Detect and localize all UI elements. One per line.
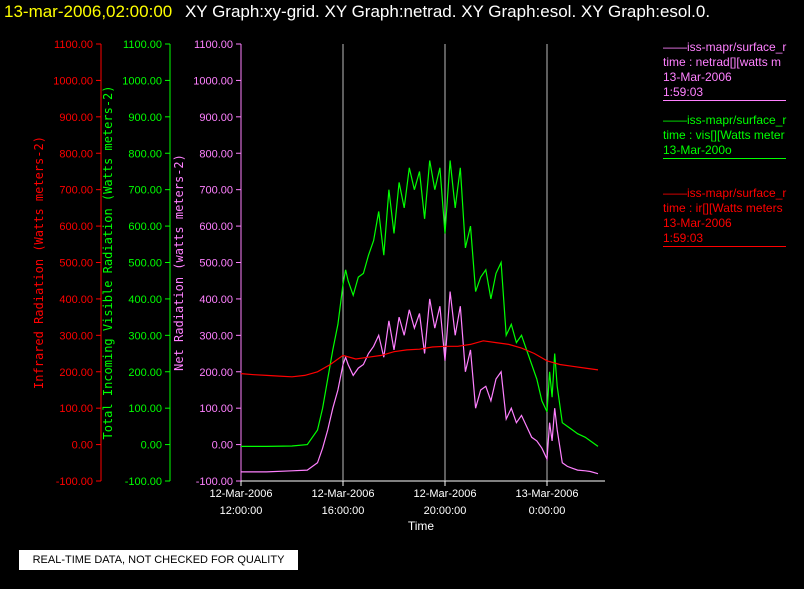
y-tick-label: 700.00 bbox=[199, 185, 233, 197]
y-tick-label: 700.00 bbox=[59, 185, 93, 197]
y-tick-label: 0.00 bbox=[141, 440, 162, 452]
y-tick-label: 1000.00 bbox=[122, 75, 162, 87]
legend-netrad: ——iss-mapr/surface_r time : netrad[][wat… bbox=[663, 40, 787, 101]
y-tick-label: 1100.00 bbox=[123, 39, 162, 51]
y-tick-label: 500.00 bbox=[59, 258, 93, 270]
y-tick-label: 800.00 bbox=[59, 148, 93, 160]
legend-date: 13-Mar-2006 bbox=[663, 216, 732, 230]
y-tick-label: 0.00 bbox=[212, 440, 233, 452]
x-tick-label: 12-Mar-2006 bbox=[210, 488, 273, 500]
y-tick-label: 100.00 bbox=[128, 403, 162, 415]
legend-ir: ——iss-mapr/surface_r time : ir[][Watts m… bbox=[663, 186, 787, 247]
legend-source: ——iss-mapr/surface_r bbox=[663, 40, 787, 54]
x-tick-label: 12-Mar-2006 bbox=[312, 488, 375, 500]
y-tick-label: 400.00 bbox=[128, 294, 162, 306]
y-tick-label: -100.00 bbox=[56, 476, 93, 488]
x-tick-label: 0:00:00 bbox=[529, 505, 566, 517]
y-tick-label: 100.00 bbox=[59, 403, 93, 415]
y-tick-label: 300.00 bbox=[128, 330, 162, 342]
y-tick-label: 900.00 bbox=[59, 112, 93, 124]
x-tick-label: 16:00:00 bbox=[322, 505, 365, 517]
y-tick-label: -100.00 bbox=[125, 476, 162, 488]
title-graph-list: XY Graph:xy-grid. XY Graph:netrad. XY Gr… bbox=[184, 2, 711, 21]
legend-vis: ——iss-mapr/surface_r time : vis[][Watts … bbox=[663, 113, 787, 159]
y-axis-title-1: Total Incoming Visible Radiation (Watts … bbox=[101, 85, 115, 439]
y-tick-label: 600.00 bbox=[199, 221, 233, 233]
x-tick-label: 13-Mar-2006 bbox=[516, 488, 579, 500]
x-tick-label: 20:00:00 bbox=[424, 505, 467, 517]
y-tick-label: 1100.00 bbox=[54, 39, 93, 51]
legend-time: 1:59:03 bbox=[663, 231, 704, 245]
y-tick-label: -100.00 bbox=[196, 476, 233, 488]
x-tick-label: 12:00:00 bbox=[220, 505, 263, 517]
series-line-2 bbox=[240, 340, 599, 378]
y-tick-label: 300.00 bbox=[199, 330, 233, 342]
y-tick-label: 800.00 bbox=[128, 148, 162, 160]
y-tick-label: 200.00 bbox=[199, 367, 233, 379]
series-line-0 bbox=[241, 160, 599, 447]
y-tick-label: 0.00 bbox=[72, 440, 93, 452]
y-tick-label: 300.00 bbox=[59, 330, 93, 342]
legend-date: 13-Mar-2006 bbox=[663, 70, 732, 84]
y-tick-label: 200.00 bbox=[59, 367, 93, 379]
x-axis-title: Time bbox=[408, 519, 435, 533]
y-tick-label: 200.00 bbox=[128, 367, 162, 379]
y-tick-label: 900.00 bbox=[128, 112, 162, 124]
y-tick-label: 700.00 bbox=[128, 185, 162, 197]
y-tick-label: 900.00 bbox=[199, 112, 233, 124]
y-tick-label: 100.00 bbox=[199, 403, 233, 415]
y-axis-title-0: Infrared Radiation (Watts meters-2) bbox=[32, 136, 46, 389]
legend-time: 1:59:03 bbox=[663, 85, 704, 99]
title-timestamp: 13-mar-2006,02:00:00 bbox=[4, 2, 173, 21]
quality-note: REAL-TIME DATA, NOT CHECKED FOR QUALITY bbox=[19, 550, 298, 570]
legend-variable: time : netrad[][watts m bbox=[663, 55, 782, 69]
y-tick-label: 400.00 bbox=[59, 294, 93, 306]
y-tick-label: 600.00 bbox=[128, 221, 162, 233]
y-tick-label: 500.00 bbox=[128, 258, 162, 270]
legend-date: 13-Mar-200o bbox=[663, 143, 732, 157]
y-axis-title-2: Net Radiation (watts meters-2) bbox=[172, 154, 186, 371]
graph-title-bar: 13-mar-2006,02:00:00 XY Graph:xy-grid. X… bbox=[4, 2, 710, 22]
y-tick-label: 500.00 bbox=[199, 258, 233, 270]
y-tick-label: 1000.00 bbox=[53, 75, 93, 87]
legend-variable: time : vis[][Watts meter bbox=[663, 128, 785, 142]
legend-source: ——iss-mapr/surface_r bbox=[663, 186, 787, 200]
y-tick-label: 1000.00 bbox=[193, 75, 233, 87]
y-tick-label: 400.00 bbox=[199, 294, 233, 306]
y-tick-label: 1100.00 bbox=[194, 39, 233, 51]
legend-variable: time : ir[][Watts meters bbox=[663, 201, 783, 215]
legend-source: ——iss-mapr/surface_r bbox=[663, 113, 787, 127]
y-tick-label: 800.00 bbox=[199, 148, 233, 160]
x-tick-label: 12-Mar-2006 bbox=[414, 488, 477, 500]
series-line-1 bbox=[241, 291, 599, 475]
y-tick-label: 600.00 bbox=[59, 221, 93, 233]
